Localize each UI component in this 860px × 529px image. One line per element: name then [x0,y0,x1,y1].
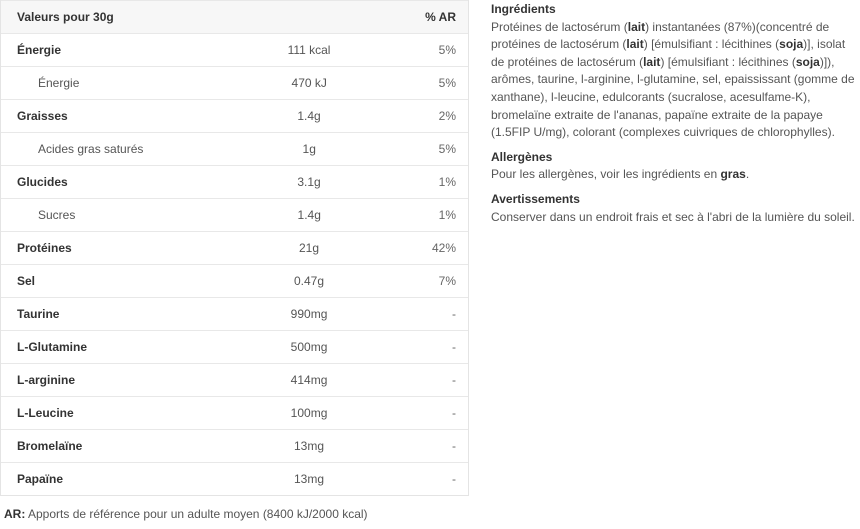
nutrient-ar: 1% [438,175,456,189]
nutrient-value: 990mg [290,307,328,321]
table-row: Sel 0.47g 7% [1,264,468,297]
nutrient-value: 21g [299,241,320,255]
ingredients-segment: Protéines de lactosérum ( [491,19,628,34]
nutrient-name: Protéines [17,241,72,255]
allergen-highlight: lait [643,54,661,69]
nutrient-ar: - [452,340,456,354]
allergens-title: Allergènes [491,149,553,164]
nutrient-name: Taurine [17,307,60,321]
nutrient-ar: 1% [438,208,456,222]
ingredients-segment: )], isolat de protéines de lactosérum ( [491,37,846,69]
nutrient-value: 414mg [290,373,328,387]
header-name: Valeurs pour 30g [17,10,114,24]
table-row: Énergie 470 kJ 5% [1,66,468,99]
allergen-highlight: soja [795,54,820,69]
nutrient-name: Énergie [38,76,80,90]
allergens-text-bold: gras [720,167,746,182]
table-row: Papaïne 13mg - [1,462,468,495]
nutrient-ar: - [452,472,456,486]
nutrient-name: Papaïne [17,472,64,486]
nutrient-value: 470 kJ [291,76,327,90]
nutrient-value: 13mg [294,439,325,453]
allergens-text: Pour les allergènes, voir les ingrédient… [491,166,859,184]
ingredients-segment: ) instantanées (87%)(concentré de protéi… [491,19,830,52]
nutrient-name: Glucides [17,175,68,189]
ingredients-text: Protéines de lactosérum (lait) instantan… [491,19,859,142]
allergens-text-main: Pour les allergènes, voir les ingrédient… [491,167,721,182]
nutrient-ar: - [452,439,456,453]
nutrient-value: 1g [302,142,316,156]
nutrient-name: Énergie [17,43,62,57]
allergen-highlight: lait [627,19,646,34]
warnings-title: Avertissements [491,191,580,206]
ingredients-segment: ) [émulsifiant : lécithines ( [643,37,780,52]
nutrient-name: Bromelaïne [17,439,83,453]
table-row: Graisses 1.4g 2% [1,99,468,132]
allergens-text-end: . [745,167,750,182]
nutrient-ar: 2% [438,109,456,123]
nutrient-name: Graisses [17,109,68,123]
nutrient-name: L-Glutamine [17,340,88,354]
ingredients-segment: )]), arômes, taurine, l-arginine, l-glut… [491,54,855,140]
nutrient-ar: 5% [438,142,456,156]
table-row: Énergie 111 kcal 5% [1,33,468,66]
footnote-text: Apports de référence pour un adulte moye… [25,507,368,521]
table-row: L-arginine 414mg - [1,363,468,396]
nutrient-value: 500mg [290,340,328,354]
nutrient-value: 1.4g [297,109,321,123]
nutrient-value: 13mg [294,472,325,486]
nutrient-ar: - [452,373,456,387]
table-row: L-Glutamine 500mg - [1,330,468,363]
nutrient-value: 1.4g [297,208,321,222]
footnote: AR: Apports de référence pour un adulte … [4,507,368,521]
nutrient-name: Acides gras saturés [38,142,144,156]
table-row: Protéines 21g 42% [1,231,468,264]
table-row: Acides gras saturés 1g 5% [1,132,468,165]
nutrient-name: L-arginine [17,373,76,387]
nutrient-ar: 7% [438,274,456,288]
nutrient-value: 111 kcal [287,43,331,57]
nutrient-value: 3.1g [297,175,321,189]
nutrient-value: 0.47g [294,274,325,288]
nutrient-name: Sucres [38,208,76,222]
table-row: Glucides 3.1g 1% [1,165,468,198]
warnings-text: Conserver dans un endroit frais et sec à… [491,209,855,224]
nutrient-name: Sel [17,274,36,288]
table-header: Valeurs pour 30g % AR [1,0,468,33]
table-row: Bromelaïne 13mg - [1,429,468,462]
nutrient-ar: - [452,307,456,321]
product-info: Ingrédients Protéines de lactosérum (lai… [491,1,859,233]
nutrient-ar: 42% [431,241,456,255]
ingredients-segment: ) [émulsifiant : lécithines ( [660,54,796,69]
footnote-label: AR: [4,507,26,521]
nutrition-table: Valeurs pour 30g % AR Énergie 111 kcal 5% É… [0,0,469,496]
table-row: Taurine 990mg - [1,297,468,330]
header-ar: % AR [425,10,456,24]
nutrient-ar: - [452,406,456,420]
allergen-highlight: soja [779,37,804,52]
allergen-highlight: lait [626,37,644,52]
table-row: Sucres 1.4g 1% [1,198,468,231]
nutrient-name: L-Leucine [17,406,74,420]
nutrient-ar: 5% [438,43,456,57]
ingredients-title: Ingrédients [491,2,556,16]
nutrient-value: 100mg [290,406,328,420]
table-row: L-Leucine 100mg - [1,396,468,429]
nutrient-ar: 5% [438,76,456,90]
